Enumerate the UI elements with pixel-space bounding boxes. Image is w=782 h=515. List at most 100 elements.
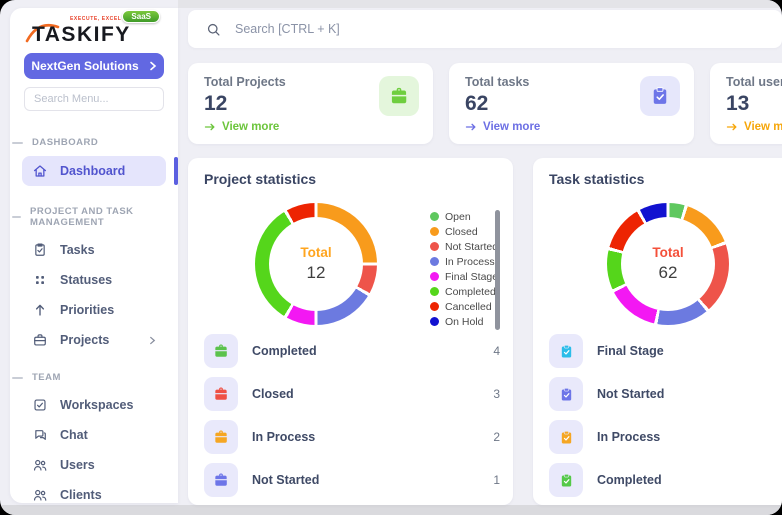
legend-item-closed[interactable]: Closed <box>430 225 478 238</box>
status-row-in-process[interactable]: In Process <box>549 419 782 455</box>
total-users-card: Total users 13 View more <box>710 63 782 144</box>
status-count: 3 <box>493 387 500 401</box>
view-more-link[interactable]: View more <box>204 121 279 133</box>
active-indicator <box>174 157 178 185</box>
arrow-right-icon <box>465 123 476 131</box>
bottom-scrollbar-track[interactable] <box>0 505 782 515</box>
legend-item-in-process[interactable]: In Process <box>430 255 495 268</box>
sidebar-item-label: Statuses <box>60 273 113 287</box>
clipboard-icon <box>549 334 583 368</box>
status-row-in-process[interactable]: In Process 2 <box>204 419 500 455</box>
sidebar-item-users[interactable]: Users <box>22 451 166 479</box>
sidebar-item-label: Priorities <box>60 303 115 317</box>
sidebar-item-projects[interactable]: Projects <box>22 326 166 354</box>
chart-title: Project statistics <box>204 171 317 187</box>
legend-item-cancelled[interactable]: Cancelled <box>430 300 492 313</box>
section-label-project-task-management: PROJECT AND TASK MANAGEMENT <box>12 206 178 228</box>
home-icon <box>32 163 48 179</box>
sidebar-item-label: Dashboard <box>60 164 126 178</box>
section-label-team: TEAM <box>12 372 178 383</box>
top-edge-strip <box>178 0 782 8</box>
app-logo[interactable]: TASKIFY EXECUTE, EXCEL SaaS <box>10 10 178 50</box>
section-dash <box>12 216 21 218</box>
status-row-closed[interactable]: Closed 3 <box>204 376 500 412</box>
legend-item-completed[interactable]: Completed <box>430 285 496 298</box>
legend-dot <box>430 287 439 296</box>
total-tasks-card: Total tasks 62 View more <box>449 63 694 144</box>
sidebar: TASKIFY EXECUTE, EXCEL SaaS NextGen Solu… <box>10 8 178 503</box>
sidebar-item-label: Workspaces <box>60 398 134 412</box>
users-icon <box>32 457 48 473</box>
briefcase-icon <box>32 332 48 348</box>
status-row-not-started[interactable]: Not Started <box>549 376 782 412</box>
donut-total-value: 12 <box>306 263 326 282</box>
status-row-completed[interactable]: Completed <box>549 462 782 498</box>
donut-total-value: 62 <box>658 263 678 282</box>
legend-dot <box>430 242 439 251</box>
briefcase-icon <box>204 377 238 411</box>
workspace-switcher-button[interactable]: NextGen Solutions <box>24 53 164 79</box>
sidebar-item-clients[interactable]: Clients <box>22 481 166 503</box>
section-label-dashboard: DASHBOARD <box>12 137 178 148</box>
total-projects-card: Total Projects 12 View more <box>188 63 433 144</box>
sidebar-search-input[interactable] <box>24 87 164 111</box>
legend-dot <box>430 257 439 266</box>
task-statistics-card: Task statistics Total 62 Final Stage Not… <box>533 158 782 505</box>
chart-title: Task statistics <box>549 171 645 187</box>
briefcase-icon <box>204 334 238 368</box>
sidebar-item-tasks[interactable]: Tasks <box>22 236 166 264</box>
sidebar-item-workspaces[interactable]: Workspaces <box>22 391 166 419</box>
statuses-icon <box>32 272 48 288</box>
arrow-right-icon <box>726 123 737 131</box>
legend-item-not-started[interactable]: Not Started <box>430 240 498 253</box>
donut-center: Total 12 <box>269 217 363 311</box>
view-more-link[interactable]: View more <box>726 121 782 133</box>
briefcase-icon <box>204 420 238 454</box>
legend-dot <box>430 272 439 281</box>
legend-dot <box>430 302 439 311</box>
arrow-right-icon <box>204 123 215 131</box>
legend-item-open[interactable]: Open <box>430 210 471 223</box>
sidebar-item-dashboard[interactable]: Dashboard <box>22 156 178 186</box>
legend-item-final-stage[interactable]: Final Stage <box>430 270 498 283</box>
status-row-final-stage[interactable]: Final Stage <box>549 333 782 369</box>
card-value: 62 <box>465 92 489 115</box>
clipboard-icon <box>549 420 583 454</box>
search-icon <box>207 23 220 36</box>
sidebar-item-label: Projects <box>60 333 110 347</box>
card-value: 12 <box>204 92 228 115</box>
project-statistics-card: Project statistics Total 12 Open Closed … <box>188 158 513 505</box>
status-count: 1 <box>493 473 500 487</box>
card-title: Total tasks <box>465 75 530 89</box>
sidebar-item-chat[interactable]: Chat <box>22 421 166 449</box>
logo-swoosh-icon <box>25 23 60 43</box>
donut-center: Total 62 <box>621 217 715 311</box>
legend-dot <box>430 317 439 326</box>
status-row-completed[interactable]: Completed 4 <box>204 333 500 369</box>
view-more-link[interactable]: View more <box>465 121 540 133</box>
sidebar-item-priorities[interactable]: Priorities <box>22 296 166 324</box>
section-dash <box>12 141 23 144</box>
global-search-input[interactable] <box>233 21 764 37</box>
chevron-right-icon <box>149 61 156 71</box>
sidebar-item-statuses[interactable]: Statuses <box>22 266 166 294</box>
donut-total-label: Total <box>300 245 332 260</box>
sidebar-item-label: Tasks <box>60 243 95 257</box>
status-row-not-started[interactable]: Not Started 1 <box>204 462 500 498</box>
task-donut-chart[interactable]: Total 62 <box>607 203 729 325</box>
legend-item-on-hold[interactable]: On Hold <box>430 315 484 328</box>
project-donut-chart[interactable]: Total 12 <box>255 203 377 325</box>
global-search-bar <box>188 10 782 48</box>
legend-scrollbar[interactable] <box>495 210 500 330</box>
status-count: 4 <box>493 344 500 358</box>
clipboard-icon <box>640 76 680 116</box>
chevron-right-icon <box>149 336 156 345</box>
sidebar-item-label: Users <box>60 458 95 472</box>
tasks-icon <box>32 242 48 258</box>
briefcase-icon <box>379 76 419 116</box>
card-title: Total Projects <box>204 75 286 89</box>
clipboard-icon <box>549 377 583 411</box>
legend-dot <box>430 227 439 236</box>
donut-total-label: Total <box>652 245 684 260</box>
